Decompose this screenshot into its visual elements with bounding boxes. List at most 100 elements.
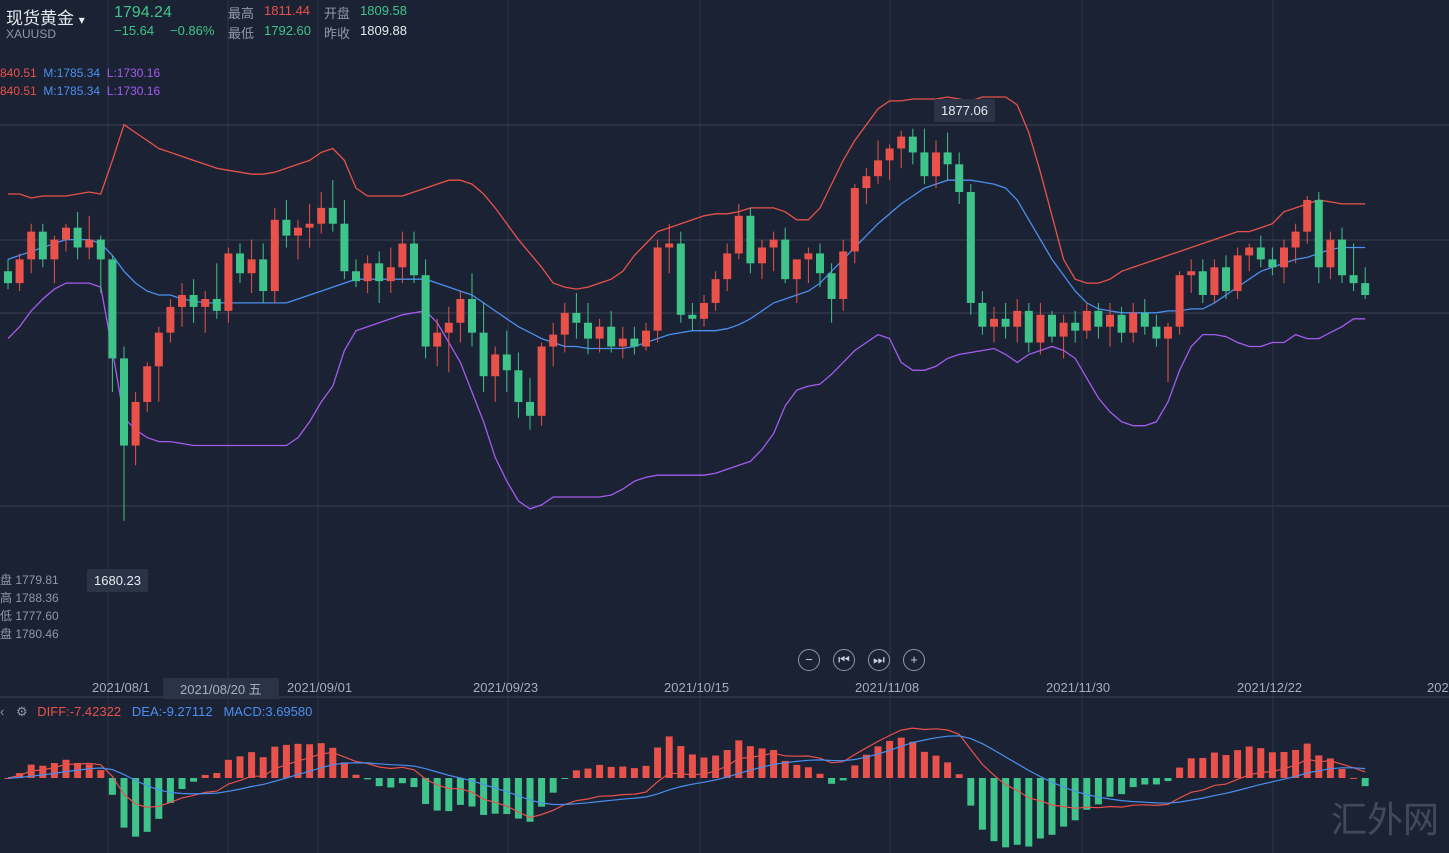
candle-body xyxy=(479,332,488,377)
candle-body xyxy=(398,243,407,268)
macd-bar xyxy=(1234,750,1242,778)
macd-bar xyxy=(688,754,696,778)
high-label: 最高 xyxy=(228,6,255,21)
macd-bar xyxy=(596,764,604,778)
skip-forward-button[interactable]: ⏭ xyxy=(868,649,890,671)
candle-body xyxy=(38,231,47,260)
candle-body xyxy=(827,273,836,299)
candle-body xyxy=(874,160,882,177)
macd-bar xyxy=(944,762,952,778)
macd-bar xyxy=(654,747,662,778)
candle-body xyxy=(676,243,685,315)
macd-bar xyxy=(538,778,546,807)
macd-bar xyxy=(549,778,557,793)
macd-bar xyxy=(746,746,754,778)
candle-body xyxy=(816,253,824,274)
macd-bar xyxy=(259,757,267,778)
candle-body xyxy=(50,239,59,260)
skip-back-button[interactable]: ⏮ xyxy=(833,649,855,671)
candle-body xyxy=(85,239,94,248)
candle-body xyxy=(781,239,790,280)
macd-bar xyxy=(572,770,580,778)
zoom-in-button[interactable]: + xyxy=(903,649,925,671)
macd-bar xyxy=(445,778,453,812)
candle-body xyxy=(1187,271,1196,276)
macd-bar xyxy=(1152,778,1160,785)
candle-body xyxy=(1071,322,1080,331)
candle-body xyxy=(514,370,523,402)
macd-bar xyxy=(236,756,244,778)
macd-bar xyxy=(967,778,975,806)
candle-body xyxy=(908,136,917,153)
candle-body xyxy=(1268,259,1277,268)
candle-body xyxy=(328,207,337,224)
candle-body xyxy=(723,253,732,280)
macd-bar xyxy=(1129,778,1137,788)
candle-body xyxy=(711,279,720,303)
candle-body xyxy=(294,227,302,236)
candle-body xyxy=(595,326,604,339)
macd-bar xyxy=(491,778,499,814)
candle-body xyxy=(1210,267,1219,296)
candle-body xyxy=(468,298,476,333)
candle-body xyxy=(746,215,755,264)
macd-bar xyxy=(62,759,70,778)
macd-bar xyxy=(1257,748,1265,778)
macd-bar xyxy=(480,778,488,815)
candle-body xyxy=(1094,310,1103,327)
macd-bar xyxy=(387,778,395,788)
boll-mid-line xyxy=(7,179,1366,350)
candle-body xyxy=(433,332,442,347)
candle-body xyxy=(1245,247,1254,256)
candle-body xyxy=(943,152,952,165)
candle-body xyxy=(1361,283,1370,296)
candle-body xyxy=(189,295,198,307)
candle-body xyxy=(932,152,940,177)
macd-bar xyxy=(1303,743,1311,778)
macd-bar xyxy=(862,754,870,778)
candle-body xyxy=(526,401,534,416)
macd-bar xyxy=(178,778,186,789)
candle-body xyxy=(966,192,975,303)
candle-body xyxy=(27,231,36,260)
candle-body xyxy=(154,332,163,367)
macd-bar xyxy=(1094,778,1102,805)
macd-bar xyxy=(804,767,812,778)
candle-body xyxy=(1349,275,1358,284)
candle-body xyxy=(444,322,453,333)
macd-bar xyxy=(1187,758,1195,778)
macd-bar xyxy=(503,778,511,815)
macd-bar xyxy=(422,778,430,805)
candle-body xyxy=(166,306,175,333)
candle-body xyxy=(363,263,372,282)
macd-bar xyxy=(665,736,673,778)
candle-body xyxy=(62,227,70,240)
macd-bar xyxy=(1164,778,1172,782)
macd-bar xyxy=(248,752,256,778)
collapse-icon[interactable]: ‹ xyxy=(0,704,5,719)
macd-bar xyxy=(851,765,859,778)
candle-body xyxy=(96,239,105,260)
macd-bar xyxy=(108,778,116,795)
ohlc-low: 低 1777.60 xyxy=(0,609,59,623)
candle-body xyxy=(734,215,743,254)
macd-bar xyxy=(1268,752,1276,778)
settings-gear-icon[interactable]: ⚙ xyxy=(15,704,28,719)
macd-bar xyxy=(630,768,638,778)
candle-body xyxy=(201,298,210,307)
macd-bar xyxy=(201,774,209,778)
candle-body xyxy=(4,271,12,284)
candle-body xyxy=(502,354,511,371)
candle-body xyxy=(270,219,279,292)
instrument-name[interactable]: 现货黄金 ▾ xyxy=(6,9,85,28)
open-label: 开盘 xyxy=(324,6,351,21)
candle-body xyxy=(224,253,233,311)
macd-bar xyxy=(306,744,314,778)
macd-bar xyxy=(352,774,360,778)
zoom-out-button[interactable]: − xyxy=(798,649,820,671)
candle-body xyxy=(1036,314,1045,343)
candle-body xyxy=(642,330,650,347)
low-value: 1792.60 xyxy=(264,23,311,38)
candle-body xyxy=(305,223,314,228)
candle-body xyxy=(282,219,291,236)
